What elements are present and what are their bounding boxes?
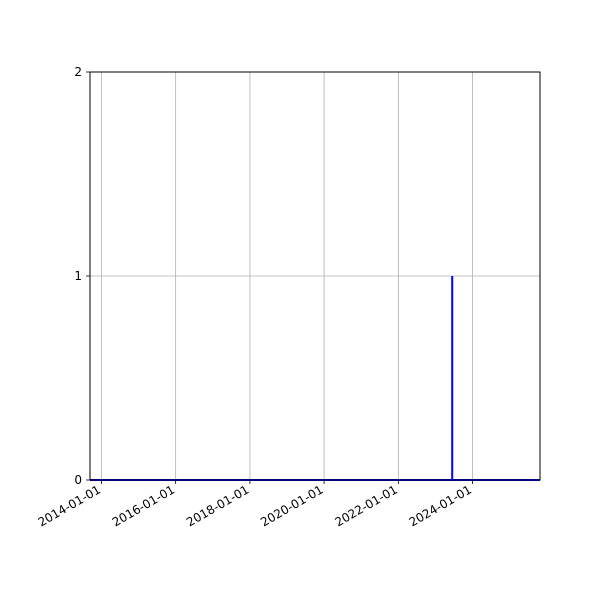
x-tick-label: 2014-01-01: [36, 482, 103, 529]
x-tick-label: 2022-01-01: [332, 482, 399, 529]
x-tick-label: 2024-01-01: [407, 482, 474, 529]
x-tick-label: 2018-01-01: [184, 482, 251, 529]
y-tick-label: 0: [74, 473, 82, 487]
y-tick-label: 1: [74, 269, 82, 283]
x-tick-label: 2020-01-01: [258, 482, 325, 529]
x-tick-label: 2016-01-01: [110, 482, 177, 529]
y-tick-label: 2: [74, 65, 82, 79]
